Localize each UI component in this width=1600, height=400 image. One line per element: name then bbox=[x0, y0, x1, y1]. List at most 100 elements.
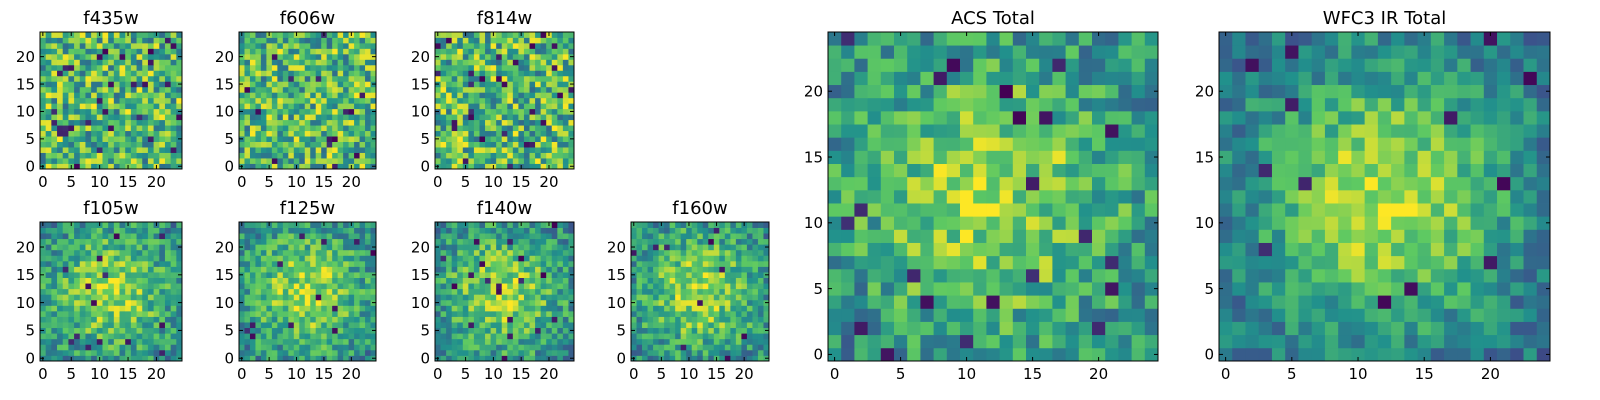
heatmap-cell bbox=[288, 238, 295, 245]
heatmap-cell bbox=[973, 176, 987, 191]
heatmap-cell bbox=[299, 233, 306, 240]
heatmap-cell bbox=[1092, 203, 1106, 217]
heatmap-cell bbox=[113, 260, 120, 267]
heatmap-cell bbox=[490, 338, 497, 345]
heatmap-cell bbox=[512, 222, 519, 228]
heatmap-cell bbox=[523, 103, 530, 110]
heatmap-cell bbox=[108, 119, 115, 126]
heatmap-cell bbox=[164, 42, 172, 49]
heatmap-cell bbox=[719, 238, 726, 245]
heatmap-cell bbox=[708, 283, 715, 290]
heatmap-cell bbox=[159, 103, 166, 110]
heatmap-cell bbox=[551, 349, 558, 356]
heatmap-cell bbox=[702, 260, 709, 267]
heatmap-cell bbox=[299, 244, 306, 251]
heatmap-cell bbox=[920, 163, 934, 178]
heatmap-cell bbox=[255, 249, 262, 256]
heatmap-cell bbox=[435, 344, 441, 351]
heatmap-cell bbox=[170, 130, 177, 137]
heatmap-cell bbox=[91, 227, 98, 234]
heatmap-cell bbox=[462, 260, 469, 267]
heatmap-cell bbox=[108, 103, 115, 110]
heatmap-cell bbox=[1012, 282, 1027, 296]
heatmap-cell bbox=[354, 32, 360, 38]
heatmap-cell bbox=[337, 277, 344, 284]
heatmap-cell bbox=[159, 42, 166, 49]
heatmap-cell bbox=[85, 349, 92, 356]
heatmap-cell bbox=[446, 266, 453, 273]
heatmap-cell bbox=[310, 333, 317, 340]
heatmap-cell bbox=[664, 222, 671, 228]
heatmap-cell bbox=[108, 108, 115, 115]
heatmap-cell bbox=[359, 244, 366, 251]
heatmap-cell bbox=[310, 108, 317, 115]
heatmap-cell bbox=[119, 86, 126, 93]
heatmap-cell bbox=[91, 266, 98, 273]
heatmap-cell bbox=[79, 349, 86, 356]
heatmap-cell bbox=[343, 344, 349, 351]
heatmap-cell bbox=[557, 42, 564, 49]
heatmap-cell bbox=[153, 299, 160, 306]
heatmap-cell bbox=[1026, 347, 1040, 362]
heatmap-cell bbox=[636, 255, 643, 262]
heatmap-cell bbox=[1039, 347, 1053, 362]
heatmap-cell bbox=[266, 266, 273, 273]
heatmap-cell bbox=[266, 125, 273, 132]
heatmap-cell bbox=[282, 59, 289, 66]
heatmap-cell bbox=[79, 136, 86, 142]
heatmap-cell bbox=[113, 163, 120, 170]
heatmap-cell bbox=[518, 255, 525, 262]
heatmap-cell bbox=[79, 227, 86, 234]
heatmap-cell bbox=[457, 327, 464, 334]
heatmap-cell bbox=[130, 327, 137, 334]
heatmap-cell bbox=[354, 119, 360, 126]
heatmap-cell bbox=[540, 316, 547, 323]
heatmap-cell bbox=[57, 37, 64, 44]
heatmap-cell bbox=[321, 294, 328, 301]
heatmap-cell bbox=[337, 97, 344, 104]
heatmap-cell bbox=[62, 37, 69, 44]
heatmap-cell bbox=[159, 344, 166, 351]
heatmap-cell bbox=[735, 333, 742, 340]
heatmap-cell bbox=[271, 81, 278, 88]
heatmap-cell bbox=[130, 238, 137, 245]
heatmap-cell bbox=[102, 158, 109, 164]
heatmap-cell bbox=[125, 283, 132, 290]
heatmap-cell bbox=[1078, 268, 1093, 283]
heatmap-cell bbox=[68, 108, 75, 115]
heatmap-cell bbox=[321, 260, 328, 267]
heatmap-cell bbox=[446, 108, 453, 115]
heatmap-cell bbox=[170, 288, 177, 295]
heatmap-cell bbox=[485, 37, 491, 44]
heatmap-cell bbox=[763, 283, 770, 290]
heatmap-cell bbox=[304, 322, 311, 329]
heatmap-cell bbox=[512, 92, 519, 99]
heatmap-cell bbox=[440, 260, 447, 267]
heatmap-cell bbox=[686, 283, 693, 290]
heatmap-cell bbox=[260, 283, 267, 290]
heatmap-cell bbox=[68, 103, 75, 110]
heatmap-cell bbox=[321, 233, 328, 240]
heatmap-cell bbox=[457, 255, 464, 262]
heatmap-cell bbox=[546, 64, 553, 71]
heatmap-cell bbox=[299, 130, 306, 137]
heatmap-cell bbox=[293, 316, 300, 323]
heatmap-cell bbox=[752, 333, 759, 340]
heatmap-cell bbox=[304, 283, 311, 290]
panel-title: f105w bbox=[83, 198, 138, 219]
heatmap-cell bbox=[1144, 321, 1159, 336]
heatmap-cell bbox=[315, 141, 322, 148]
heatmap-cell bbox=[457, 92, 464, 99]
heatmap-cell bbox=[249, 48, 256, 55]
heatmap-cell bbox=[45, 233, 52, 240]
heatmap-cell bbox=[142, 119, 149, 126]
heatmap-cell bbox=[551, 119, 558, 126]
heatmap-cell bbox=[999, 255, 1014, 270]
heatmap-cell bbox=[568, 92, 575, 99]
heatmap-cell bbox=[51, 158, 58, 164]
heatmap-cell bbox=[40, 322, 47, 329]
heatmap-cell bbox=[365, 37, 371, 44]
heatmap-cell bbox=[653, 227, 659, 234]
heatmap-cell bbox=[74, 141, 81, 148]
heatmap-cell bbox=[664, 310, 671, 317]
